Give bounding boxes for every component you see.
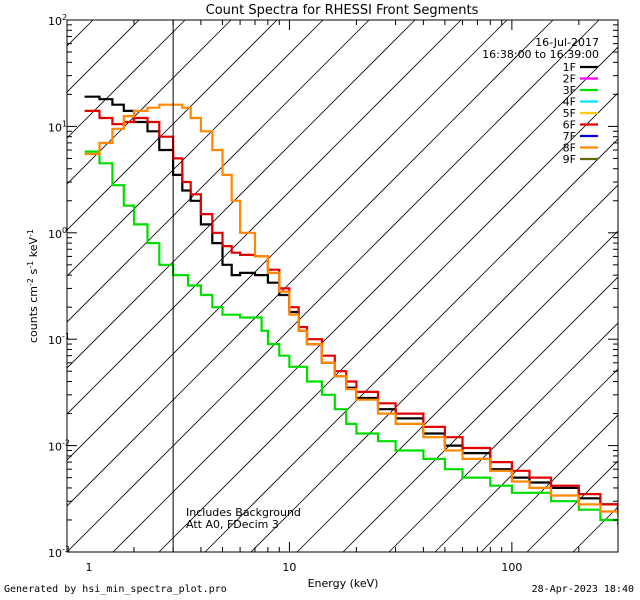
hatch-line [296, 230, 618, 552]
hatch-line [388, 322, 618, 552]
footer-timestamp: 28-Apr-2023 18:40 [531, 584, 634, 595]
footer-generated-by: Generated by hsi_min_spectra_plot.pro [4, 584, 227, 595]
hatch-line [67, 20, 370, 323]
hatch-line [250, 184, 618, 552]
hatch-line [67, 20, 324, 277]
y-tick-label: 10-3 [48, 545, 70, 560]
hatch-line [342, 276, 618, 552]
legend-label: 4F [563, 96, 576, 109]
excluded-energy-region [67, 20, 618, 552]
hatch-line [67, 20, 186, 139]
time-range-label: 16:38:00 to 16:39:00 [482, 48, 599, 61]
x-tick-label: 10 [282, 561, 296, 574]
y-tick-label: 100 [48, 226, 67, 241]
date-label: 16-Jul-2017 [535, 36, 599, 49]
series-lines [84, 95, 618, 525]
hatch-line [480, 414, 618, 552]
x-tick-labels: 1 10 100 [86, 561, 523, 574]
legend-label: 6F [563, 119, 576, 132]
series-line-3f [84, 150, 618, 525]
y-tick-label: 102 [48, 13, 67, 28]
hatch-line [112, 46, 618, 552]
annotation-attenuator: Att A0, FDecim 3 [186, 518, 279, 531]
annotation-background: Includes Background [186, 506, 301, 519]
hatch-line [67, 20, 600, 552]
hatch-line [204, 138, 618, 552]
legend-label: 8F [563, 142, 576, 155]
y-tick-label: 10-1 [48, 332, 70, 347]
y-tick-label: 10-2 [48, 439, 70, 454]
hatch-line [67, 20, 232, 185]
legend-label: 3F [563, 84, 576, 97]
x-axis-label: Energy (keV) [308, 577, 379, 590]
hatch-line [158, 92, 618, 552]
x-tick-label: 100 [501, 561, 522, 574]
hatch-line [434, 368, 618, 552]
legend-label: 1F [563, 61, 576, 74]
chart-title: Count Spectra for RHESSI Front Segments [206, 3, 479, 18]
x-tick-label: 1 [86, 561, 93, 574]
legend-label: 7F [563, 130, 576, 143]
legend-label: 9F [563, 153, 576, 166]
hatch-line [67, 20, 508, 461]
hatch-line [526, 460, 618, 552]
y-axis-label: counts cm-2 s-1 keV-1 [26, 229, 40, 343]
hatch-line [67, 20, 416, 369]
legend-label: 2F [563, 73, 576, 86]
axis-ticks [66, 19, 619, 553]
y-tick-label: 101 [48, 119, 67, 134]
hatch-line [67, 20, 554, 507]
series-line-8f [84, 103, 618, 516]
plot-frame [66, 19, 619, 553]
legend-label: 5F [563, 107, 576, 120]
y-tick-labels: 10-3 10-2 10-1 100 101 102 [48, 13, 70, 560]
